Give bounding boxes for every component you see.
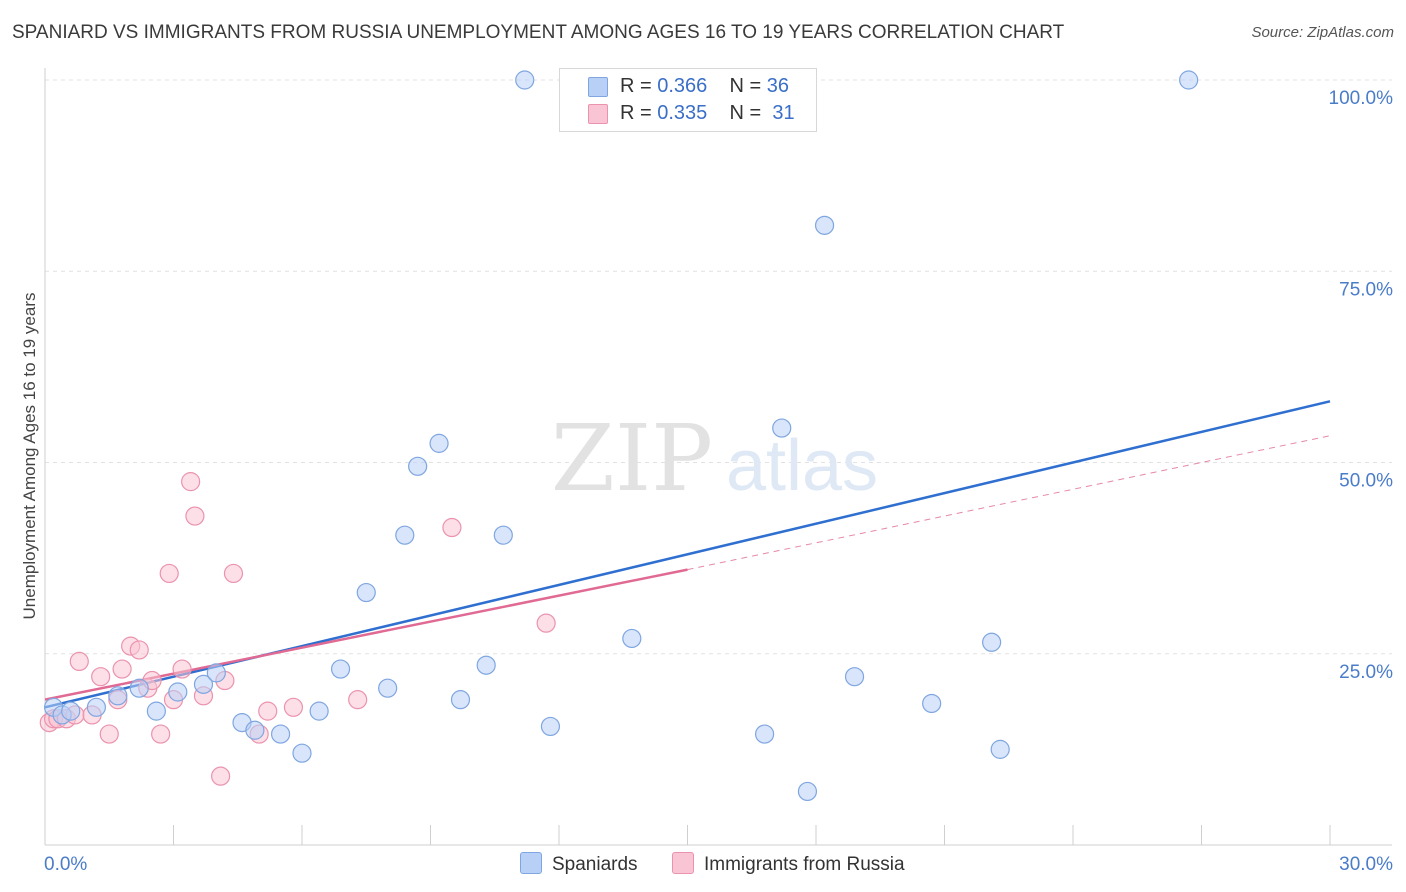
x-tick-label: 30.0% [1339,854,1393,875]
chart-title: SPANIARD VS IMMIGRANTS FROM RUSSIA UNEMP… [12,22,1065,43]
legend-r-value-spaniards: 0.366 [657,75,708,97]
data-point-spaniards [754,724,775,744]
data-point-spaniards [330,659,351,679]
data-point-russia [442,517,462,538]
data-point-russia [69,651,89,672]
watermark: ZIP atlas [551,405,878,512]
data-point-spaniards [540,716,561,737]
gridlines [45,79,1392,655]
data-point-spaniards [622,628,642,649]
legend-swatch-russia [588,104,608,124]
tick-labels: 25.0% 50.0% 75.0% 100.0% 0.0% 30.0% [44,88,1393,875]
data-point-spaniards [129,678,149,698]
watermark-zip: ZIP [551,405,713,512]
data-point-russia [151,724,171,744]
bottom-legend-russia: Immigrants from Russia [672,852,905,876]
data-point-spaniards [922,693,942,714]
data-point-russia [112,659,132,679]
data-point-spaniards [797,781,818,802]
source-label: Source: ZipAtlas.com [1251,24,1394,41]
bottom-legend-spaniards: Spaniards [520,852,638,876]
data-point-russia [283,697,304,717]
data-point-spaniards [309,701,329,721]
data-point-spaniards [378,678,398,698]
bottom-legend-swatch-spaniards [520,852,542,874]
legend-r-value-russia: 0.335 [657,102,708,124]
legend-row-spaniards: R = 0.366 N = 36 [620,75,789,98]
y-tick-label: 100.0% [1329,88,1394,109]
bottom-legend-label-russia: Immigrants from Russia [704,854,905,875]
legend-n-label: N = [729,75,762,97]
legend-n-label: N = [729,102,762,124]
y-tick-label: 75.0% [1339,279,1393,300]
correlation-legend: R = 0.366 N = 36 R = 0.335 N = 31 [559,68,817,132]
data-point-russia [223,563,244,584]
legend-row-russia: R = 0.335 N = 31 [620,102,795,125]
data-point-spaniards [193,674,214,694]
data-point-russia [159,563,179,584]
data-point-spaniards [429,433,449,453]
data-point-spaniards [86,697,107,717]
data-point-russia [185,506,205,526]
data-point-spaniards [245,720,265,740]
data-point-spaniards [395,525,415,545]
data-point-spaniards [493,525,513,545]
data-point-spaniards [146,701,166,721]
x-tick-label: 0.0% [44,854,87,875]
data-point-spaniards [844,667,865,687]
legend-r-label: R = [620,75,652,97]
data-point-spaniards [408,456,428,476]
legend-r-label: R = [620,102,652,124]
bottom-legend-label-spaniards: Spaniards [552,854,638,875]
data-point-spaniards [168,682,188,702]
data-point-spaniards [982,632,1002,652]
data-point-russia [99,724,119,744]
legend-n-value-russia: 31 [772,102,795,124]
data-point-spaniards [772,418,792,438]
data-point-spaniards [814,215,835,235]
data-point-spaniards [206,663,226,683]
data-points [39,70,1199,802]
data-point-russia [211,766,231,786]
bottom-legend-swatch-russia [672,852,694,874]
data-point-spaniards [476,655,496,675]
y-tick-label: 50.0% [1339,471,1393,492]
y-tick-label: 25.0% [1339,662,1393,683]
data-point-russia [348,690,368,710]
data-point-spaniards [270,724,291,744]
watermark-atlas: atlas [726,426,878,506]
data-point-russia [258,701,278,721]
data-point-spaniards [450,690,471,710]
data-point-russia [91,667,111,687]
axes [44,68,1392,846]
data-point-spaniards [61,701,81,721]
data-point-spaniards [1179,70,1199,90]
data-point-spaniards [292,743,312,763]
legend-n-value-spaniards: 36 [766,75,790,97]
data-point-russia [181,472,201,492]
data-point-spaniards [356,582,376,603]
data-point-russia [172,659,192,679]
data-point-russia [536,613,556,633]
legend-swatch-spaniards [588,77,608,97]
data-point-russia [129,640,149,660]
data-point-spaniards [990,739,1010,759]
data-point-spaniards [515,70,535,90]
data-point-spaniards [108,686,128,706]
